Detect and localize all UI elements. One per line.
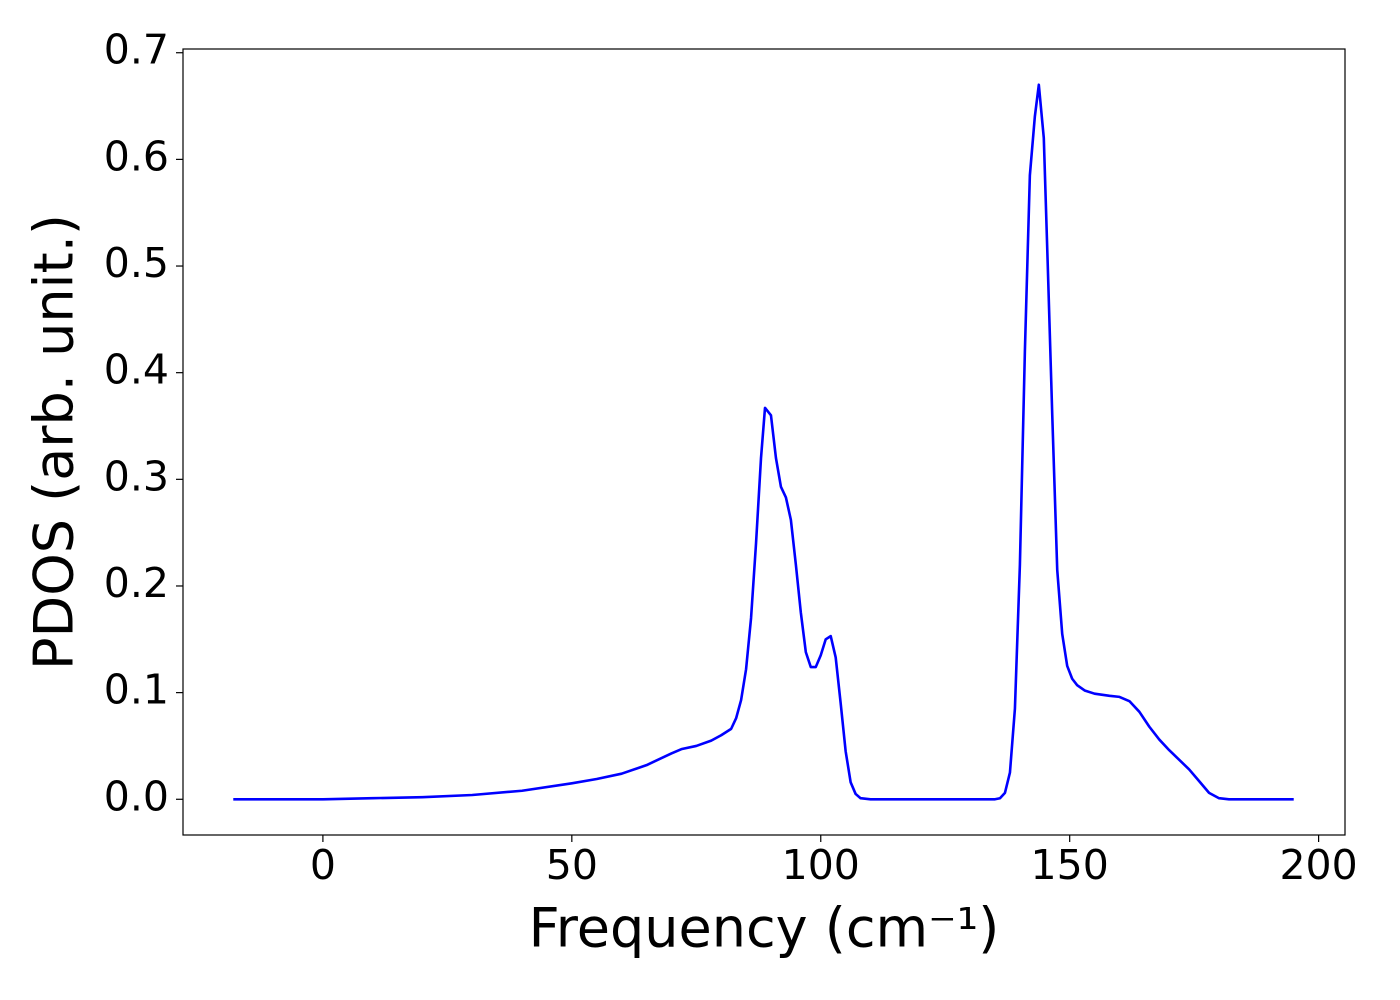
y-tick-label: 0.5 — [104, 239, 169, 287]
y-tick-label: 0.1 — [104, 666, 169, 714]
y-tick-label: 0.6 — [104, 132, 169, 180]
y-axis-label: PDOS (arb. unit.) — [23, 214, 86, 670]
x-tick-label: 200 — [1279, 841, 1357, 889]
y-tick-label: 0.4 — [104, 346, 169, 394]
x-tick-label: 150 — [1031, 841, 1109, 889]
y-tick-label: 0.7 — [104, 26, 169, 74]
x-tick-label: 100 — [782, 841, 860, 889]
x-tick-label: 50 — [546, 841, 598, 889]
y-tick-label: 0.2 — [104, 559, 169, 607]
x-axis-label: Frequency (cm⁻¹) — [529, 897, 1000, 960]
y-tick-label: 0.3 — [104, 452, 169, 500]
axes-frame — [182, 48, 1346, 836]
data-line — [233, 83, 1294, 801]
y-tick-label: 0.0 — [104, 772, 169, 820]
x-tick-label: 0 — [310, 841, 336, 889]
